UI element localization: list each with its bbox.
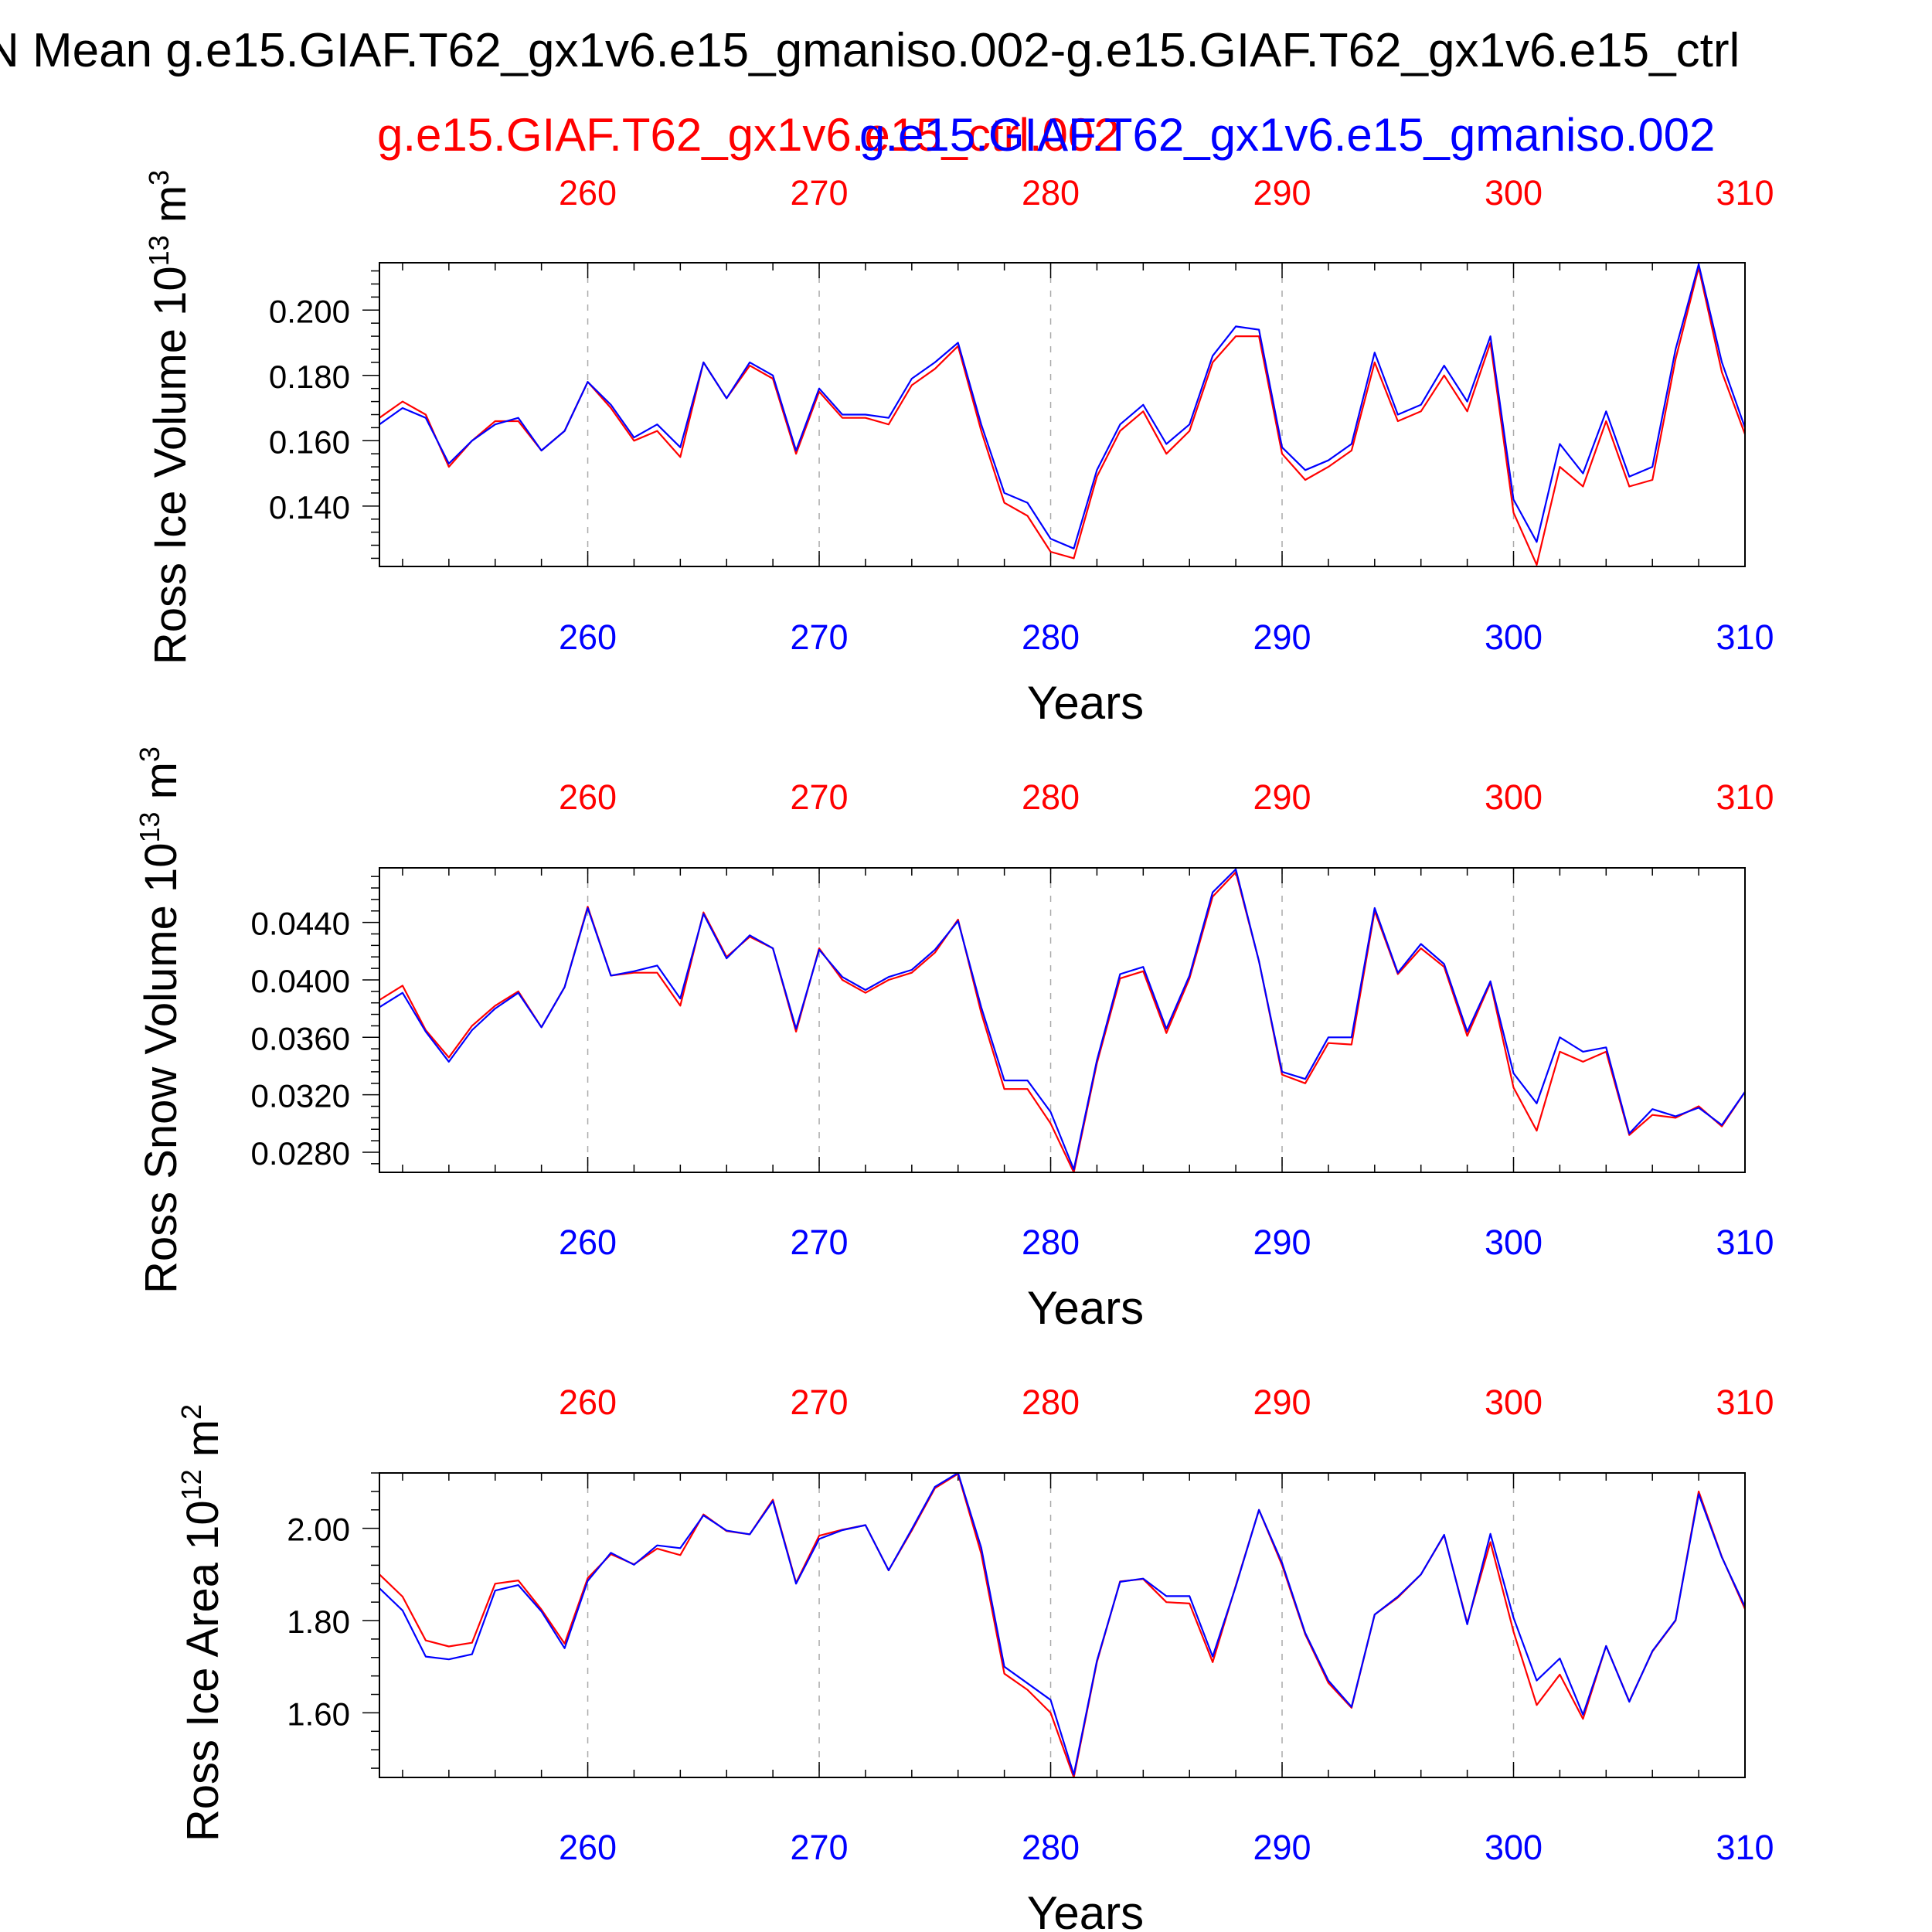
plot-frame	[379, 1472, 1746, 1778]
x-tick-label-top: 270	[790, 777, 848, 817]
y-tick-label: 0.180	[269, 359, 350, 395]
x-tick-label-bottom: 310	[1716, 1828, 1774, 1867]
plot-frame	[379, 867, 1746, 1173]
series-line-ctrl	[379, 267, 1747, 566]
x-tick-label-top: 280	[1022, 173, 1080, 213]
x-tick-label-top: 270	[790, 173, 848, 213]
x-tick-label-top: 300	[1485, 777, 1543, 817]
x-tick-label-top: 290	[1253, 777, 1311, 817]
legend-ctrl-label: g.e15.GIAF.T62_gx1v6.e15_ctrl.002	[377, 109, 1120, 161]
series-line-gmaniso	[379, 868, 1746, 1171]
x-tick-label-top: 280	[1022, 777, 1080, 817]
x-tick-label-top: 280	[1022, 1383, 1080, 1422]
y-axis-title: Ross Ice Volume 1013 m3	[143, 170, 196, 665]
y-tick-label: 0.140	[269, 489, 350, 526]
x-tick-label-top: 310	[1716, 777, 1774, 817]
x-tick-label-top: 290	[1253, 173, 1311, 213]
chart-panel-2: 0.0280 0.0320 0.0360 0.0400 0.0440 260 260 270 2…	[134, 747, 1774, 1334]
x-tick-label-bottom: 270	[790, 617, 848, 657]
y-tick-label: 1.60	[287, 1696, 350, 1732]
y-tick-label: 0.0280	[251, 1135, 350, 1172]
x-tick-label-bottom: 260	[559, 1828, 617, 1867]
series-line-ctrl	[379, 1473, 1747, 1779]
legend-test-label: g.e15.GIAF.T62_gx1v6.e15_gmaniso.002	[859, 109, 1716, 161]
series-line-gmaniso	[379, 1471, 1746, 1776]
x-axis-title: Years	[1027, 1282, 1144, 1334]
x-tick-label-bottom: 280	[1022, 1223, 1080, 1262]
chart-panel-3: 1.60 1.80 2.00 260 260 270 270 280 280 290 290 300 3…	[175, 1383, 1774, 1932]
y-tick-label: 0.0440	[251, 906, 350, 942]
x-tick-label-bottom: 310	[1716, 1223, 1774, 1262]
x-tick-label-top: 310	[1716, 173, 1774, 213]
x-tick-label-bottom: 300	[1485, 1223, 1543, 1262]
x-tick-label-bottom: 290	[1253, 617, 1311, 657]
x-axis-title: Years	[1027, 677, 1144, 729]
x-tick-label-bottom: 310	[1716, 617, 1774, 657]
x-axis-title: Years	[1027, 1887, 1144, 1932]
y-tick-label: 0.160	[269, 423, 350, 460]
x-tick-label-bottom: 260	[559, 1223, 617, 1262]
x-tick-label-top: 260	[559, 777, 617, 817]
x-tick-label-top: 270	[790, 1383, 848, 1422]
x-tick-label-top: 300	[1485, 173, 1543, 213]
x-tick-label-top: 310	[1716, 1383, 1774, 1422]
x-tick-label-bottom: 300	[1485, 1828, 1543, 1867]
y-tick-label: 0.0320	[251, 1078, 350, 1114]
y-axis-title: Ross Ice Area 1012 m2	[175, 1404, 228, 1842]
y-tick-label: 2.00	[287, 1512, 350, 1548]
y-axis-title: Ross Snow Volume 1013 m3	[134, 747, 186, 1294]
x-tick-label-bottom: 270	[790, 1223, 848, 1262]
x-tick-label-bottom: 260	[559, 617, 617, 657]
x-tick-label-bottom: 300	[1485, 617, 1543, 657]
x-tick-label-bottom: 270	[790, 1828, 848, 1867]
x-tick-label-bottom: 290	[1253, 1828, 1311, 1867]
plot-frame	[379, 262, 1746, 567]
figure-title: N Mean g.e15.GIAF.T62_gx1v6.e15_gmaniso.…	[0, 24, 1740, 77]
y-tick-label: 0.0360	[251, 1020, 350, 1056]
x-tick-label-top: 260	[559, 1383, 617, 1422]
x-tick-label-top: 260	[559, 173, 617, 213]
x-tick-label-top: 290	[1253, 1383, 1311, 1422]
y-tick-label: 0.200	[269, 293, 350, 329]
y-tick-label: 0.0400	[251, 963, 350, 999]
chart-panel-1: 0.140 0.160 0.180 0.200 260 260 270 270 280 280 29…	[143, 170, 1774, 729]
y-tick-label: 1.80	[287, 1604, 350, 1640]
x-tick-label-bottom: 280	[1022, 617, 1080, 657]
series-line-gmaniso	[379, 264, 1747, 549]
x-tick-label-bottom: 280	[1022, 1828, 1080, 1867]
x-tick-label-top: 300	[1485, 1383, 1543, 1422]
x-tick-label-bottom: 290	[1253, 1223, 1311, 1262]
